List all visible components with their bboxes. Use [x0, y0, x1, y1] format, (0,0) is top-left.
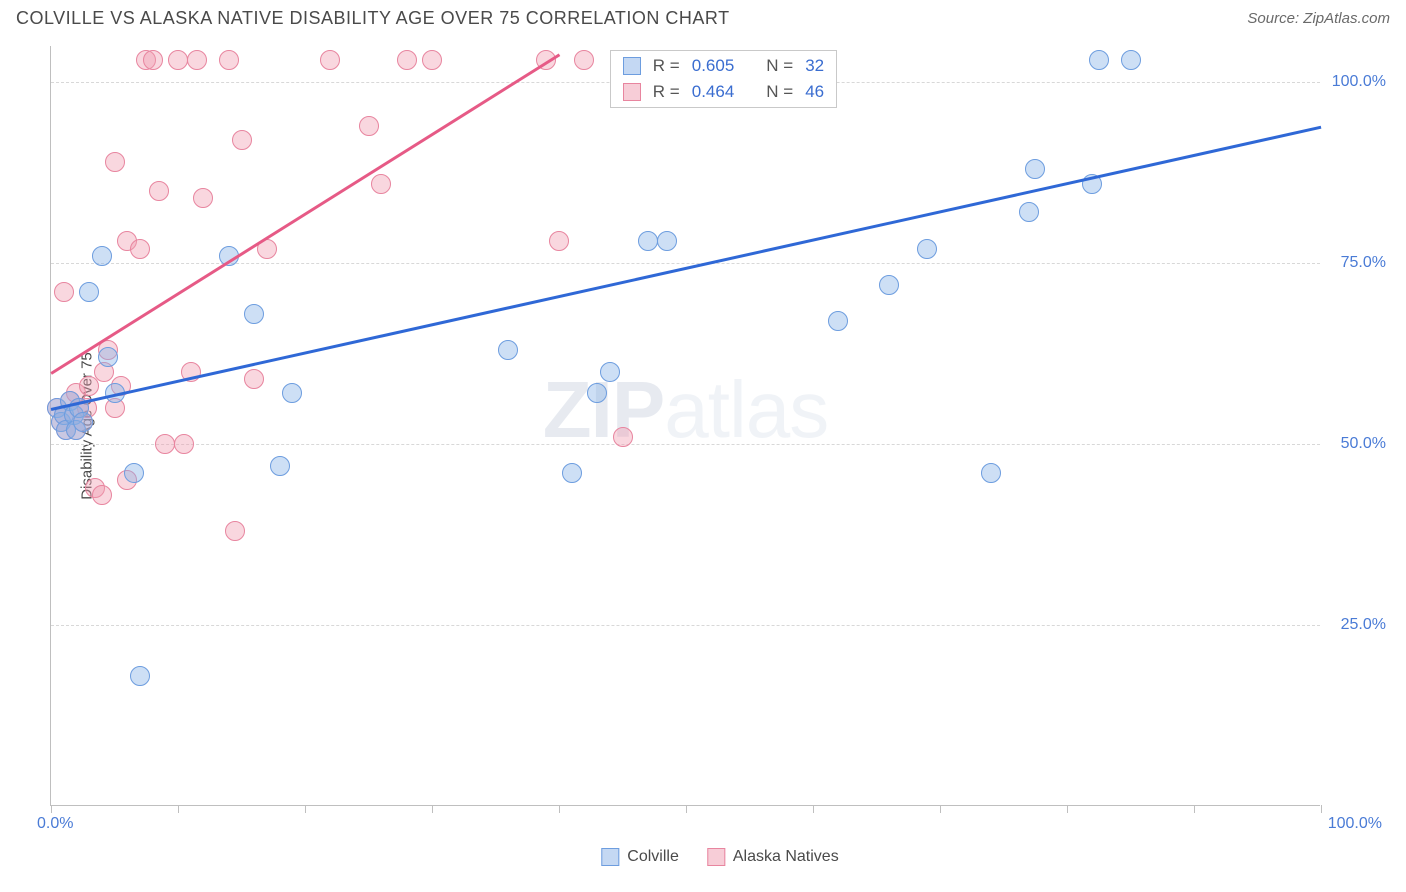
data-point: [232, 130, 252, 150]
x-tick: [1194, 805, 1195, 813]
data-point: [320, 50, 340, 70]
data-point: [244, 369, 264, 389]
x-label-min: 0.0%: [37, 815, 73, 833]
x-tick: [432, 805, 433, 813]
legend: Colville Alaska Natives: [601, 848, 838, 866]
data-point: [193, 188, 213, 208]
watermark: ZIPatlas: [543, 364, 828, 456]
stats-n-label: N =: [766, 82, 793, 102]
data-point: [270, 456, 290, 476]
data-point: [587, 383, 607, 403]
data-point: [225, 521, 245, 541]
data-point: [613, 427, 633, 447]
y-tick-label: 100.0%: [1332, 73, 1386, 91]
data-point: [1089, 50, 1109, 70]
chart-title: COLVILLE VS ALASKA NATIVE DISABILITY AGE…: [16, 8, 730, 29]
data-point: [79, 282, 99, 302]
stats-row: R = 0.605 N = 32: [611, 53, 836, 79]
data-point: [79, 376, 99, 396]
data-point: [562, 463, 582, 483]
data-point: [244, 304, 264, 324]
data-point: [371, 174, 391, 194]
data-point: [657, 231, 677, 251]
stats-r-value: 0.464: [692, 82, 735, 102]
stats-box: R = 0.605 N = 32 R = 0.464 N = 46: [610, 50, 837, 108]
gridline-y: [51, 263, 1320, 264]
legend-item-colville: Colville: [601, 848, 679, 866]
data-point: [917, 239, 937, 259]
data-point: [549, 231, 569, 251]
data-point: [92, 246, 112, 266]
data-point: [498, 340, 518, 360]
data-point: [219, 50, 239, 70]
gridline-y: [51, 444, 1320, 445]
x-tick: [1067, 805, 1068, 813]
chart-container: Disability Age Over 75 ZIPatlas 25.0%50.…: [50, 46, 1390, 836]
data-point: [1121, 50, 1141, 70]
data-point: [73, 412, 93, 432]
data-point: [574, 50, 594, 70]
data-point: [130, 666, 150, 686]
plot-area: Disability Age Over 75 ZIPatlas 25.0%50.…: [50, 46, 1320, 806]
data-point: [168, 50, 188, 70]
data-point: [149, 181, 169, 201]
data-point: [282, 383, 302, 403]
data-point: [1025, 159, 1045, 179]
stats-n-label: N =: [766, 56, 793, 76]
legend-label-alaska: Alaska Natives: [733, 848, 839, 866]
x-tick: [686, 805, 687, 813]
gridline-y: [51, 625, 1320, 626]
data-point: [422, 50, 442, 70]
trend-line: [50, 53, 559, 374]
x-tick: [1321, 805, 1322, 813]
trend-line: [51, 126, 1322, 411]
data-point: [187, 50, 207, 70]
x-tick: [813, 805, 814, 813]
data-point: [638, 231, 658, 251]
source-prefix: Source:: [1247, 10, 1303, 27]
x-label-max: 100.0%: [1328, 815, 1382, 833]
x-tick: [940, 805, 941, 813]
y-tick-label: 25.0%: [1341, 616, 1386, 634]
data-point: [92, 485, 112, 505]
data-point: [130, 239, 150, 259]
stats-n-value: 32: [805, 56, 824, 76]
stats-n-value: 46: [805, 82, 824, 102]
y-tick-label: 50.0%: [1341, 435, 1386, 453]
legend-label-colville: Colville: [627, 848, 679, 866]
stats-swatch: [623, 83, 641, 101]
data-point: [359, 116, 379, 136]
data-point: [54, 282, 74, 302]
header: COLVILLE VS ALASKA NATIVE DISABILITY AGE…: [0, 0, 1406, 33]
stats-r-label: R =: [653, 56, 680, 76]
legend-item-alaska: Alaska Natives: [707, 848, 839, 866]
stats-swatch: [623, 57, 641, 75]
source-name: ZipAtlas.com: [1303, 10, 1390, 27]
data-point: [155, 434, 175, 454]
data-point: [828, 311, 848, 331]
data-point: [124, 463, 144, 483]
data-point: [143, 50, 163, 70]
stats-r-value: 0.605: [692, 56, 735, 76]
y-tick-label: 75.0%: [1341, 254, 1386, 272]
watermark-light: atlas: [664, 365, 828, 454]
stats-r-label: R =: [653, 82, 680, 102]
x-tick: [559, 805, 560, 813]
data-point: [98, 347, 118, 367]
data-point: [981, 463, 1001, 483]
data-point: [600, 362, 620, 382]
legend-swatch-colville: [601, 848, 619, 866]
data-point: [105, 152, 125, 172]
source-credit: Source: ZipAtlas.com: [1247, 10, 1390, 27]
data-point: [1019, 202, 1039, 222]
stats-row: R = 0.464 N = 46: [611, 79, 836, 105]
x-tick: [305, 805, 306, 813]
x-tick: [178, 805, 179, 813]
legend-swatch-alaska: [707, 848, 725, 866]
data-point: [879, 275, 899, 295]
data-point: [174, 434, 194, 454]
x-tick: [51, 805, 52, 813]
data-point: [397, 50, 417, 70]
